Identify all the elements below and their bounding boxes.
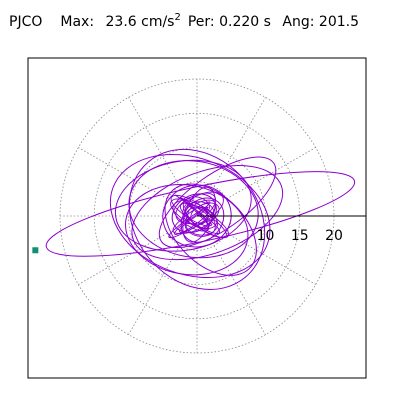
- trace-loop-5: [128, 160, 259, 259]
- trace-loop-10: [114, 159, 252, 252]
- plot-frame: [27, 57, 367, 379]
- motion-trace: [45, 148, 356, 290]
- max-label: Max:: [60, 14, 95, 30]
- radial-tick-label: 10: [257, 228, 275, 244]
- trace-loop-11: [158, 156, 277, 249]
- station-code: PJCO: [9, 14, 43, 30]
- ang-value: 201.5: [318, 14, 359, 30]
- max-unit: cm/s: [141, 14, 175, 30]
- max-unit-power: 2: [174, 12, 181, 23]
- grid-spoke: [128, 245, 181, 335]
- per-label: Per:: [187, 14, 215, 30]
- ang-label: Ang:: [282, 14, 315, 30]
- trace-core: [168, 191, 230, 239]
- trace-loop-3: [128, 148, 266, 290]
- grid-spoke: [78, 232, 168, 285]
- trace-loop-7: [180, 197, 225, 243]
- trace-loop-12: [125, 184, 249, 276]
- grid-spoke: [213, 97, 266, 187]
- radial-tick-label: 20: [325, 228, 343, 244]
- trace-loop-14: [182, 186, 216, 243]
- max-value: 23.6: [105, 14, 137, 30]
- trace-endpoint-marker: [32, 247, 39, 254]
- plot-header: PJCO Max: 23.6 cm/s2 Per: 0.220 s Ang: 201…: [9, 12, 359, 32]
- radial-tick-label: 15: [291, 228, 309, 244]
- radial-axis-ticks: 10 15 20: [257, 228, 343, 244]
- trace-loop-4: [131, 164, 284, 261]
- per-value: 0.220 s: [219, 14, 271, 30]
- grid-spoke: [128, 97, 181, 187]
